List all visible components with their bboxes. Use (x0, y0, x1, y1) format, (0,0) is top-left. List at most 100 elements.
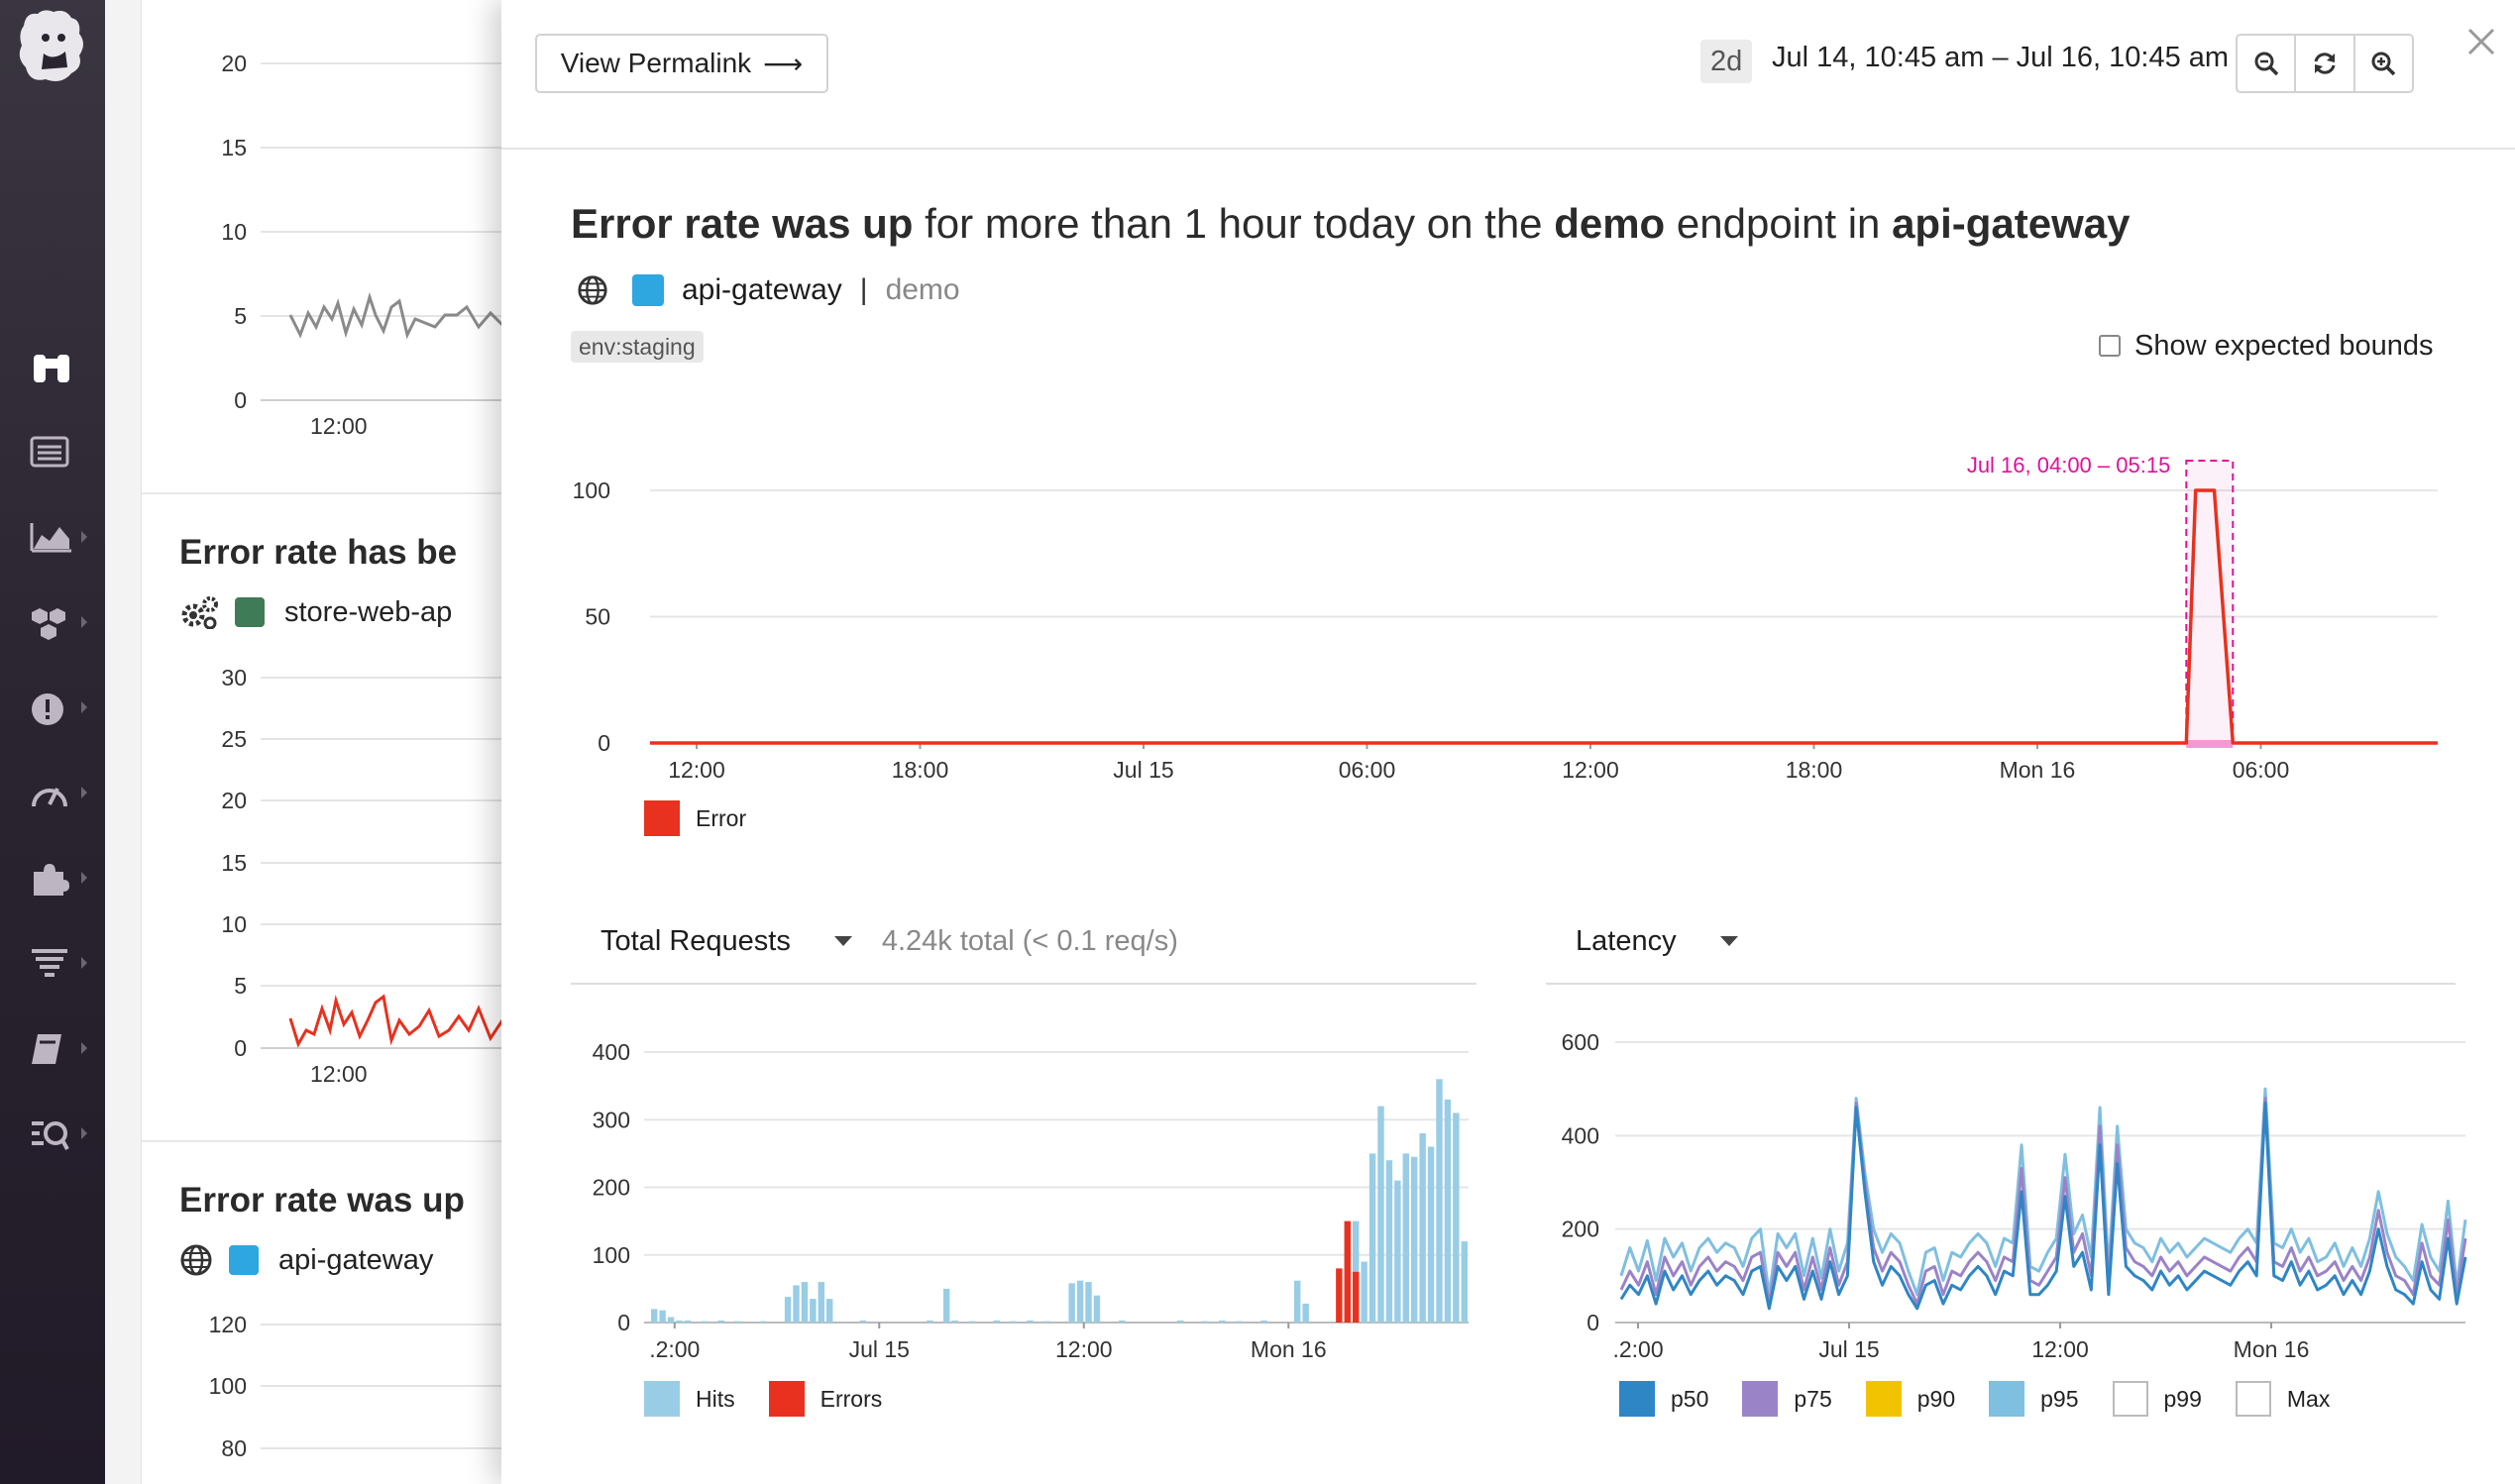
watchdog-icon (32, 1121, 69, 1150)
title-text: endpoint in (1665, 200, 1893, 247)
x-tick-label: .2:00 (1612, 1336, 1663, 1357)
chevron-down-icon[interactable] (1719, 936, 1738, 946)
bar-hits (1068, 1283, 1075, 1323)
arrow-right-icon: ⟶ (763, 48, 804, 79)
y-tick-label: 400 (1562, 1122, 1599, 1148)
service-name[interactable]: api-gateway (682, 273, 842, 306)
latency-header: Latency (1576, 919, 1768, 963)
gears-icon (181, 596, 218, 629)
legend-item-max[interactable]: Max (2235, 1381, 2330, 1417)
title-endpoint: demo (1554, 200, 1666, 247)
nav-item-integrations[interactable] (0, 844, 105, 913)
legend-item-p90[interactable]: p90 (1865, 1381, 1955, 1417)
total-requests-chart[interactable]: 0 100 200 300 400 .2:00 Jul 15 12:00 Mon 16 (541, 1020, 1492, 1357)
bg-tick-label: 0 (234, 1035, 247, 1061)
bar-hits (793, 1285, 800, 1323)
x-tick-label: 06:00 (1339, 757, 1396, 783)
bar-hits (1236, 1321, 1243, 1323)
gauge-icon (32, 788, 67, 807)
service-row: api-gateway (179, 1240, 433, 1280)
show-expected-bounds-toggle[interactable]: Show expected bounds (2099, 327, 2434, 365)
close-button[interactable] (2461, 22, 2501, 61)
legend-label: Errors (820, 1385, 883, 1412)
background-story-list: 20 15 10 5 0 12:00 30 25 20 15 10 5 (105, 0, 502, 1484)
legend-swatch (1619, 1381, 1655, 1417)
nav-item-dashboards[interactable] (0, 759, 105, 828)
zoom-in-button[interactable] (2355, 36, 2412, 91)
nav-item-apm[interactable] (0, 333, 105, 402)
y-tick-label: 50 (585, 604, 610, 630)
error-rate-chart[interactable]: 0 50 100 12:00 18:00 Jul 15 06:00 12:00 18:00 Mon… (501, 416, 2515, 852)
legend-label: p50 (1671, 1385, 1709, 1412)
legend-label: Hits (696, 1385, 735, 1412)
legend-item-errors[interactable]: Errors (768, 1381, 883, 1417)
nav-item-notebooks[interactable] (0, 1014, 105, 1084)
bar-errors (1344, 1220, 1351, 1323)
x-tick-label: Jul 15 (1818, 1336, 1879, 1357)
bar-hits (818, 1282, 824, 1323)
card-title[interactable]: Error rate was up (179, 1181, 465, 1219)
y-tick-label: 200 (1562, 1217, 1599, 1242)
bar-hits (1385, 1160, 1393, 1323)
bar-hits (1361, 1261, 1367, 1323)
refresh-button[interactable] (2296, 36, 2355, 91)
datadog-logo-icon[interactable] (14, 4, 93, 87)
nav-item-logs[interactable] (0, 418, 105, 487)
bar-hits (927, 1320, 933, 1323)
nav-item-monitors[interactable] (0, 674, 105, 743)
x-tick-label: 12:00 (2031, 1336, 2089, 1357)
env-tag[interactable]: env:staging (571, 331, 704, 363)
chevron-down-icon[interactable] (833, 936, 852, 946)
legend-item-p75[interactable]: p75 (1742, 1381, 1832, 1417)
latency-chart[interactable]: 0 200 400 600 .2:00 Jul 15 12:00 Mon 16 (1512, 1020, 2503, 1357)
bar-hits (1010, 1321, 1017, 1323)
bar-hits (701, 1321, 708, 1323)
card-title[interactable]: Error rate has be (179, 533, 458, 572)
legend-item-error[interactable]: Error (644, 800, 746, 836)
x-tick-label: 12:00 (668, 757, 725, 783)
bg-tick-label: 100 (209, 1373, 247, 1399)
header-divider (501, 148, 2515, 150)
y-tick-label: 0 (1586, 1310, 1599, 1335)
zoom-out-icon (2254, 52, 2278, 76)
refresh-icon (2314, 53, 2336, 74)
bar-hits (667, 1317, 675, 1323)
y-tick-label: 0 (598, 730, 610, 756)
legend-item-hits[interactable]: Hits (644, 1381, 735, 1417)
legend-label: Error (696, 804, 747, 831)
x-tick-label: Mon 16 (1251, 1336, 1327, 1357)
legend-item-p99[interactable]: p99 (2112, 1381, 2202, 1417)
bar-hits (1427, 1146, 1435, 1323)
endpoint-name[interactable]: demo (885, 273, 960, 306)
bar-hits (943, 1288, 950, 1323)
zoom-out-button[interactable] (2238, 36, 2297, 91)
bar-hits (993, 1320, 1000, 1323)
service-name[interactable]: store-web-ap (284, 595, 453, 628)
nav-item-watchdog[interactable] (0, 1100, 105, 1169)
x-tick-label: .2:00 (649, 1336, 700, 1357)
bg-series-line (288, 291, 502, 340)
bar-hits (826, 1299, 833, 1323)
bar-hits (1453, 1113, 1460, 1323)
nav-item-metrics[interactable] (0, 503, 105, 573)
legend-item-p95[interactable]: p95 (1989, 1381, 2079, 1417)
story-detail-panel: View Permalink ⟶ 2d Jul 14, 10:45 am – J… (501, 0, 2515, 1484)
service-name[interactable]: api-gateway (278, 1243, 434, 1276)
bg-tick-label: 20 (221, 788, 247, 813)
x-tick-label: 06:00 (2233, 757, 2290, 783)
anomaly-marker (2186, 740, 2234, 748)
zoom-in-icon (2371, 52, 2396, 76)
time-range-badge[interactable]: 2d (1700, 40, 1753, 83)
legend-swatch (768, 1381, 805, 1417)
x-tick-label: Mon 16 (2000, 757, 2076, 783)
legend-item-p50[interactable]: p50 (1619, 1381, 1708, 1417)
x-tick-label: 18:00 (892, 757, 949, 783)
nav-item-infrastructure[interactable] (0, 588, 105, 658)
show-bounds-checkbox[interactable] (2099, 335, 2121, 357)
view-permalink-button[interactable]: View Permalink ⟶ (535, 34, 828, 93)
legend-swatch (644, 1381, 680, 1417)
y-tick-label: 200 (593, 1175, 630, 1201)
time-range-text[interactable]: Jul 14, 10:45 am – Jul 16, 10:45 am (1772, 42, 2230, 73)
bar-hits (734, 1321, 741, 1323)
nav-item-pipelines[interactable] (0, 929, 105, 999)
